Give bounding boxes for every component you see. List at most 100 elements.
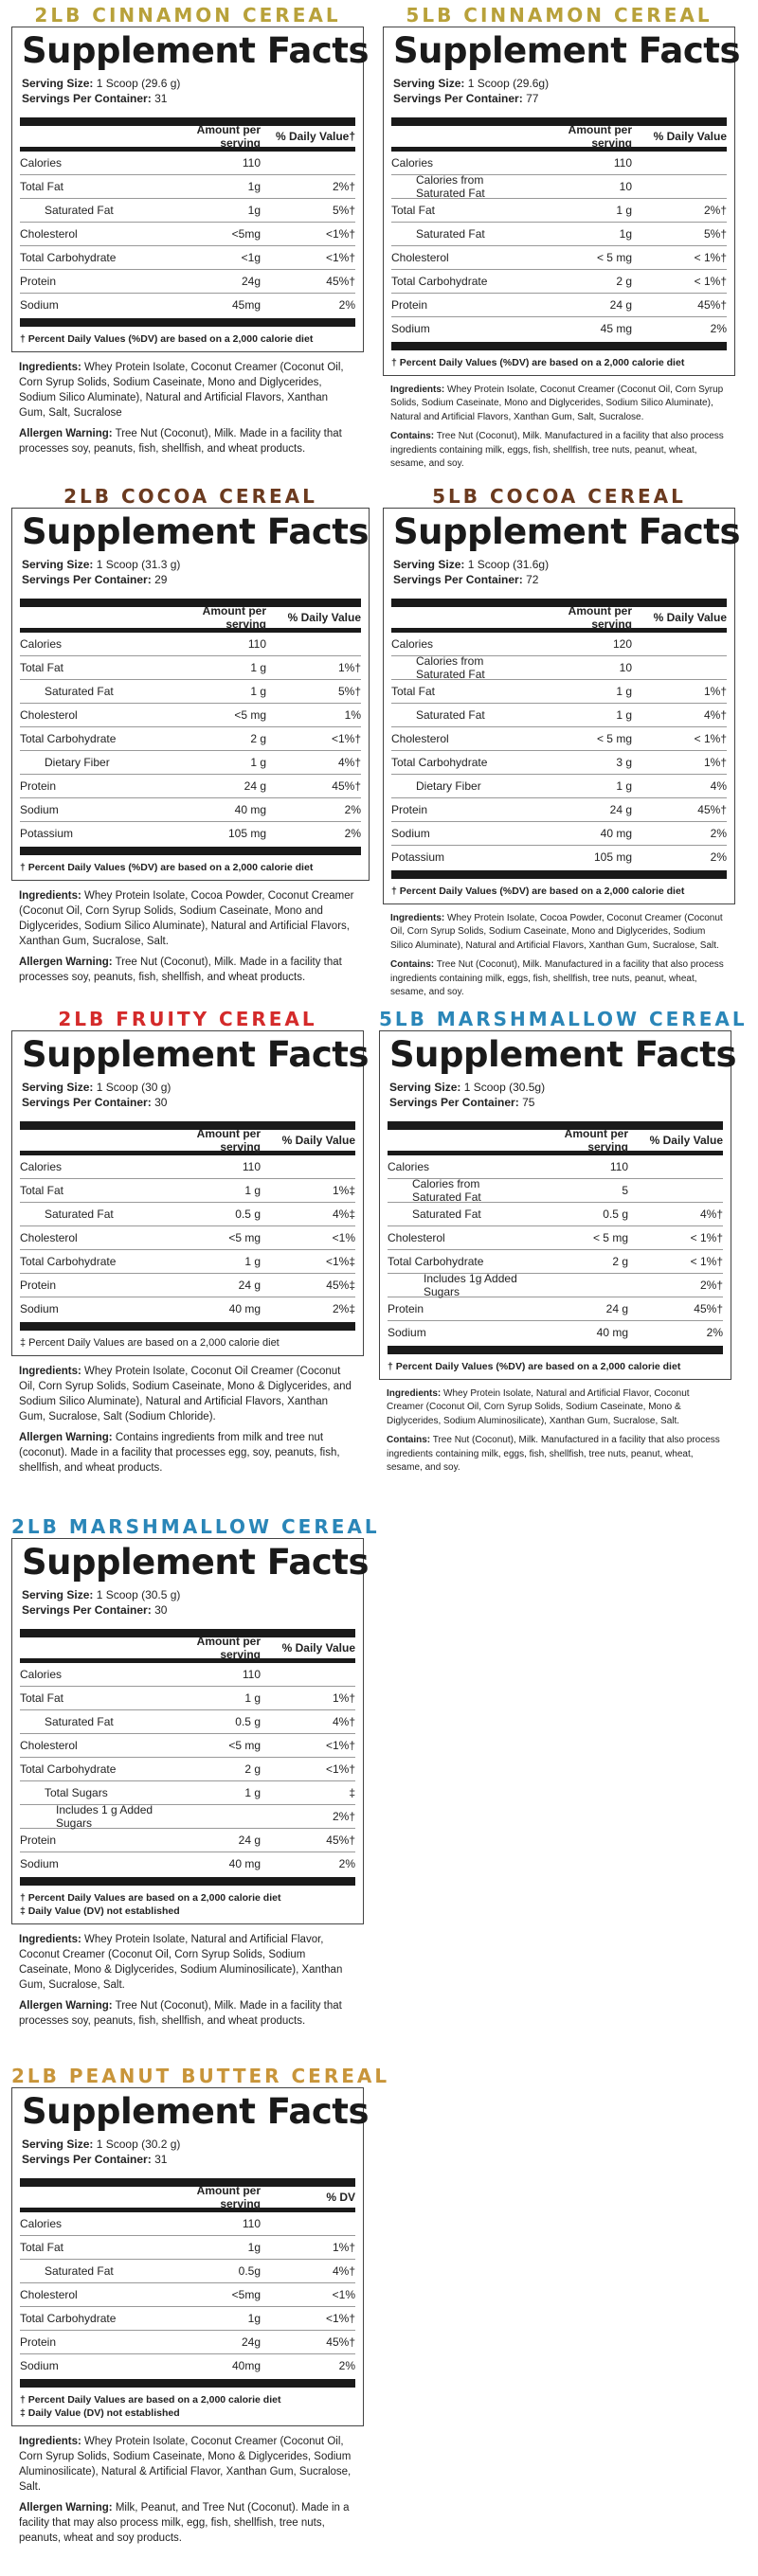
nutrient-name: Dietary Fiber [45,755,110,769]
daily-value-column-header: % Daily Value [649,1133,723,1147]
nutrient-name: Includes 1 g Added Sugars [56,1802,153,1830]
nutrient-amount: 2 g [616,274,632,288]
servings-label: Servings Per Container: [22,572,152,586]
footnote: † Percent Daily Values (%DV) are based o… [388,1360,681,1372]
nutrient-name: Calories from Saturated Fat [416,653,485,681]
product-panel-p7: 2LB MARSHMALLOW CEREAL Supplement Facts … [11,1515,377,2034]
servings-value: 75 [522,1095,535,1109]
nutrient-amount: 2 g [250,731,266,745]
serving-size-value: 1 Scoop (30 g) [96,1080,171,1094]
servings-value: 31 [154,2152,168,2166]
footnote: ‡ Daily Value (DV) not established [20,1905,180,1917]
nutrient-amount: 24 g [609,297,632,312]
nutrient-row: Protein 24 g 45%† [391,292,727,316]
nutrient-row: Calories 110 [388,1155,723,1178]
nutrient-row: Saturated Fat 0.5 g 4%† [388,1201,723,1225]
column-header: Amount per serving % Daily Value [20,1127,355,1154]
supplement-facts-heading: Supplement Facts [22,1542,370,1583]
serving-size-value: 1 Scoop (29.6g) [467,76,550,90]
nutrient-row: Protein 24 g 45%† [388,1296,723,1320]
nutrient-daily-value: 2% [338,297,355,312]
nutrient-daily-value: 45%† [326,1833,355,1847]
nutrient-daily-value: 2% [344,802,361,816]
divider-thick [391,341,727,350]
nutrient-row: Total Carbohydrate <1g <1%† [20,244,355,269]
nutrient-daily-value: 45%† [326,2334,355,2349]
nutrient-name: Total Carbohydrate [391,755,488,769]
divider-thick [20,598,361,607]
nutrient-name: Calories [388,1159,430,1173]
nutrient-name: Protein [20,1833,57,1847]
nutrient-row: Protein 24 g 45%† [20,1827,355,1852]
nutrient-amount: 24 g [609,802,632,816]
nutrient-row: Calories 110 [391,152,727,174]
nutrient-row: Saturated Fat 1 g 4%† [391,702,727,726]
servings-label: Servings Per Container: [389,1095,519,1109]
product-panel-p2: 5LB CINNAMON CEREAL Supplement Facts Ser… [383,4,741,477]
nutrient-name: Saturated Fat [416,226,485,241]
nutrient-amount: 105 mg [593,850,632,864]
nutrient-amount: 40 mg [234,802,266,816]
nutrient-amount: <5mg [231,226,261,241]
nutrient-amount: 5 [622,1183,628,1197]
supplement-facts-label: Supplement Facts Serving Size: 1 Scoop (… [383,508,741,904]
nutrient-amount: 40 mg [228,1301,261,1315]
nutrient-amount: <1g [241,250,261,264]
divider-thick [20,1876,355,1886]
servings-label: Servings Per Container: [22,1602,152,1617]
nutrient-amount: 1g [247,203,261,217]
ingredients-value: Whey Protein Isolate, Natural and Artifi… [387,1387,690,1426]
nutrient-amount: < 5 mg [592,1230,628,1244]
supplement-facts-heading: Supplement Facts [22,511,370,552]
serving-size-label: Serving Size: [389,1080,461,1094]
nutrient-row: Total Carbohydrate 1 g <1%‡ [20,1248,355,1273]
serving-size-label: Serving Size: [22,1080,94,1094]
ingredients-label: Ingredients: [19,1365,81,1377]
amount-column-header: Amount per serving [202,603,266,631]
nutrient-row: Total Fat 1g 1%† [20,2234,355,2259]
nutrient-daily-value: <1% [332,1230,355,1244]
nutrient-daily-value: 2% [706,1325,723,1339]
supplement-facts-label: Supplement Facts Serving Size: 1 Scoop (… [11,1538,370,1924]
nutrient-row: Total Carbohydrate 2 g < 1%† [388,1248,723,1273]
servings-per-container: Servings Per Container: 30 [22,1602,355,1618]
daily-value-column-header: % Daily Value [653,129,727,143]
nutrient-amount: 24g [241,2334,261,2349]
nutrient-daily-value: <1%† [325,226,355,241]
nutrient-amount: 0.5 g [235,1207,261,1221]
divider-thick [20,1120,355,1130]
nutrient-row: Includes 1g Added Sugars 2%† [388,1272,723,1298]
divider-medium [20,146,355,152]
nutrient-daily-value: < 1%† [690,1254,723,1268]
footnote: † Percent Daily Values are based on a 2,… [20,2393,281,2406]
nutrient-name: Total Sugars [45,1785,108,1799]
ingredients-value: Whey Protein Isolate, Coconut Creamer (C… [390,384,724,422]
nutrient-row: Total Fat 1 g 1%† [20,654,361,679]
divider-thick [20,116,355,126]
servings-value: 77 [526,91,539,105]
daily-value-column-header: % Daily Value [287,610,361,624]
nutrient-name: Total Carbohydrate [20,1762,117,1776]
nutrient-name: Total Fat [20,1183,64,1197]
nutrient-daily-value: 1% [344,707,361,722]
ingredients-label: Ingredients: [387,1387,442,1399]
serving-size-value: 1 Scoop (31.3 g) [96,557,181,571]
ingredients-section: Ingredients: Whey Protein Isolate, Cocon… [19,360,356,456]
nutrient-daily-value: 1%† [332,1690,355,1705]
divider-thick [20,2378,355,2388]
nutrient-row: Cholesterol < 5 mg < 1%† [391,244,727,269]
nutrient-daily-value: < 1%† [690,1230,723,1244]
nutrient-amount: 3 g [616,755,632,769]
divider-medium [391,146,727,152]
servings-per-container: Servings Per Container: 29 [22,572,361,587]
nutrient-amount: 1 g [616,778,632,793]
nutrient-amount: 10 [619,179,632,193]
nutrient-amount: 110 [242,1667,261,1681]
ingredients-text: Ingredients: Whey Protein Isolate, Cocon… [19,2434,356,2495]
nutrient-daily-value: 2% [344,826,361,840]
ingredients-section: Ingredients: Whey Protein Isolate, Cocon… [390,384,728,472]
nutrient-row: Total Carbohydrate 1g <1%† [20,2305,355,2330]
nutrient-name: Dietary Fiber [416,778,481,793]
nutrient-row: Cholesterol < 5 mg < 1%† [391,725,727,750]
nutrient-name: Calories [391,155,434,170]
